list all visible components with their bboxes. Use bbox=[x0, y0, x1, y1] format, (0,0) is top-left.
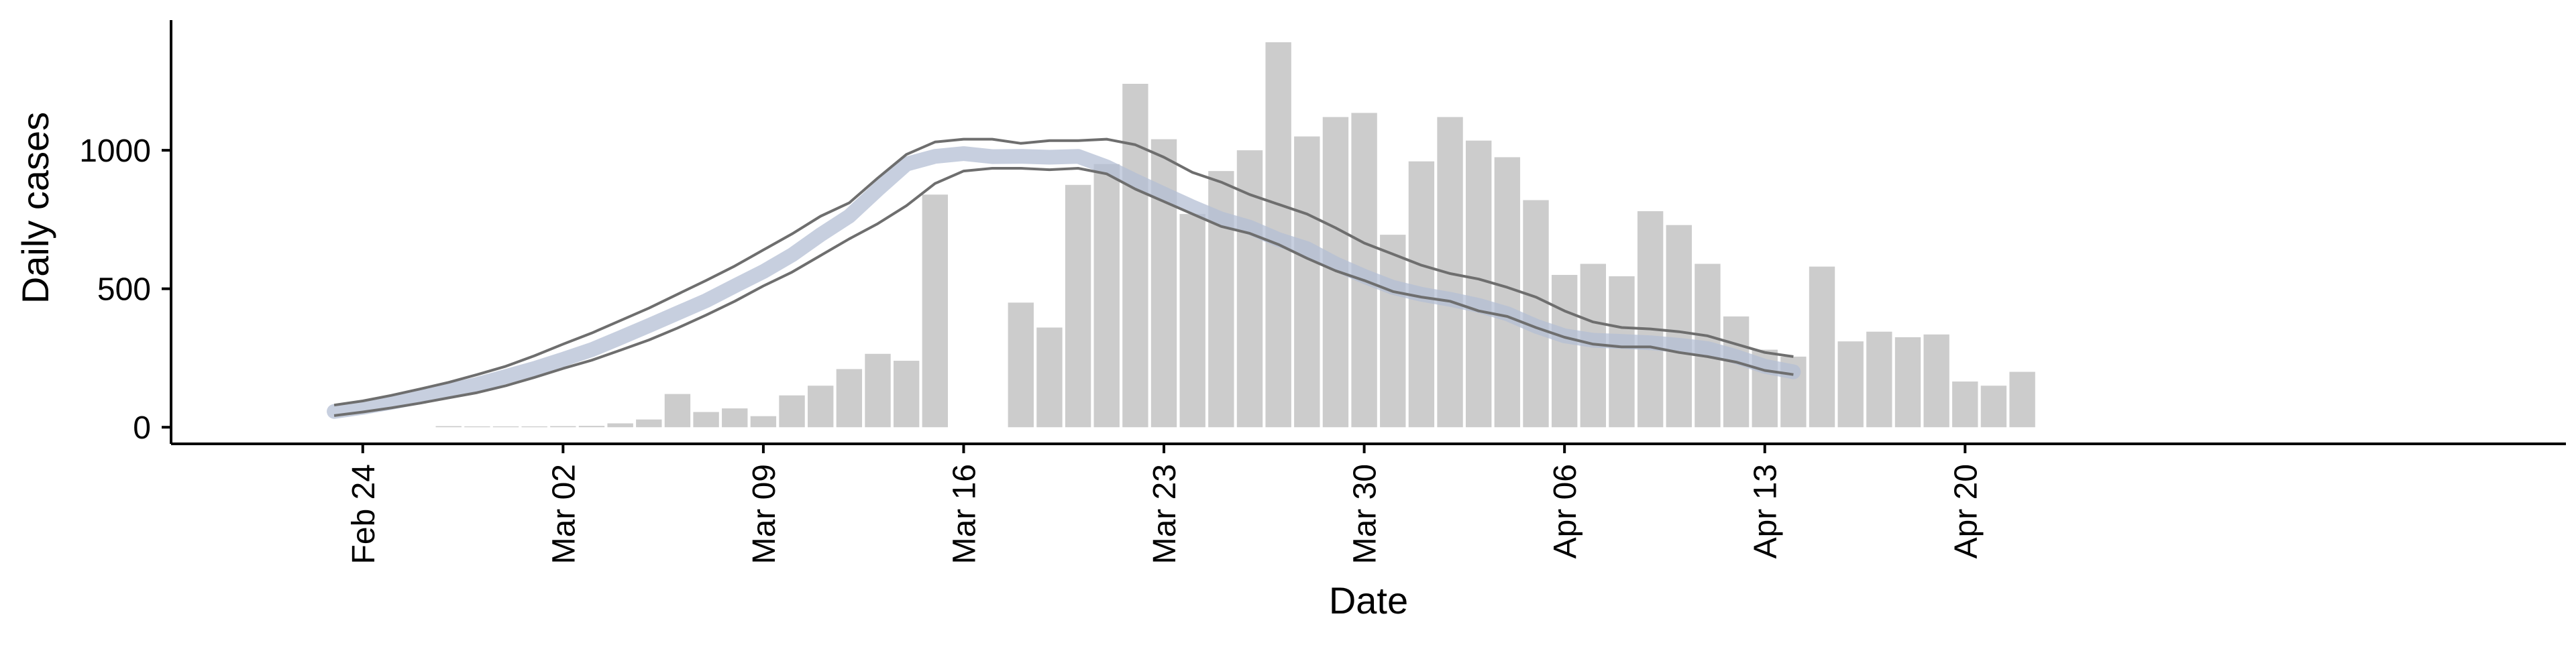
axes-layer bbox=[170, 20, 2566, 445]
bar bbox=[1466, 140, 1492, 428]
bar bbox=[1093, 164, 1120, 428]
y-tick-label: 500 bbox=[97, 272, 151, 308]
bar bbox=[1523, 200, 1549, 428]
bar bbox=[664, 394, 691, 428]
upper-bound-line bbox=[333, 137, 1794, 407]
bar bbox=[636, 419, 662, 428]
bar bbox=[1122, 84, 1148, 428]
bar bbox=[1980, 386, 2007, 428]
lines-layer bbox=[333, 137, 1794, 417]
bar bbox=[865, 353, 891, 428]
x-tick-label: Apr 13 bbox=[1748, 464, 1784, 558]
bar bbox=[492, 426, 519, 428]
bar bbox=[1065, 184, 1091, 428]
x-tick-label: Feb 24 bbox=[346, 464, 382, 564]
bar bbox=[722, 408, 748, 428]
bar bbox=[578, 426, 605, 428]
bar bbox=[750, 416, 777, 428]
lower-bound-line bbox=[333, 167, 1794, 417]
bar bbox=[808, 386, 834, 428]
bar bbox=[464, 426, 490, 428]
bar bbox=[521, 426, 547, 428]
x-tick-label: Mar 16 bbox=[947, 464, 982, 564]
bar bbox=[1923, 334, 1949, 428]
x-tick-label: Mar 23 bbox=[1147, 464, 1183, 564]
bar bbox=[893, 361, 920, 428]
bar bbox=[1551, 275, 1578, 428]
bar bbox=[836, 369, 863, 428]
bar bbox=[435, 426, 462, 428]
x-axis-title: Date bbox=[1329, 579, 1408, 622]
bar bbox=[1723, 316, 1750, 428]
bar bbox=[922, 194, 949, 428]
bar bbox=[1952, 381, 1978, 428]
bar bbox=[1609, 276, 1635, 428]
bar bbox=[1494, 157, 1521, 428]
bar bbox=[779, 395, 805, 428]
bar bbox=[1894, 337, 1921, 428]
bar bbox=[1637, 211, 1664, 428]
bar bbox=[1294, 136, 1320, 428]
y-axis-title: Daily cases bbox=[14, 112, 56, 304]
y-ticks: 0 500 1000 bbox=[79, 133, 171, 446]
x-ticks: Feb 24 Mar 02 Mar 09 Mar 16 Mar 23 Mar 30 Apr … bbox=[346, 444, 1984, 564]
bar bbox=[1809, 266, 1835, 428]
bar bbox=[1036, 327, 1063, 428]
bar bbox=[1179, 214, 1205, 428]
bar bbox=[1866, 331, 1892, 428]
bar bbox=[693, 412, 719, 428]
bar bbox=[550, 426, 576, 428]
bar bbox=[1837, 341, 1864, 428]
x-tick-label: Apr 20 bbox=[1948, 464, 1984, 558]
bar bbox=[2009, 371, 2035, 428]
x-tick-label: Mar 09 bbox=[747, 464, 782, 564]
bar bbox=[1666, 225, 1692, 428]
y-tick-label: 1000 bbox=[79, 133, 151, 169]
bar bbox=[1380, 235, 1406, 428]
bar bbox=[1008, 302, 1034, 428]
y-tick-label: 0 bbox=[133, 410, 151, 446]
bar bbox=[607, 423, 633, 428]
x-tick-label: Apr 06 bbox=[1548, 464, 1583, 558]
x-tick-label: Mar 30 bbox=[1348, 464, 1383, 564]
x-tick-label: Mar 02 bbox=[546, 464, 582, 564]
